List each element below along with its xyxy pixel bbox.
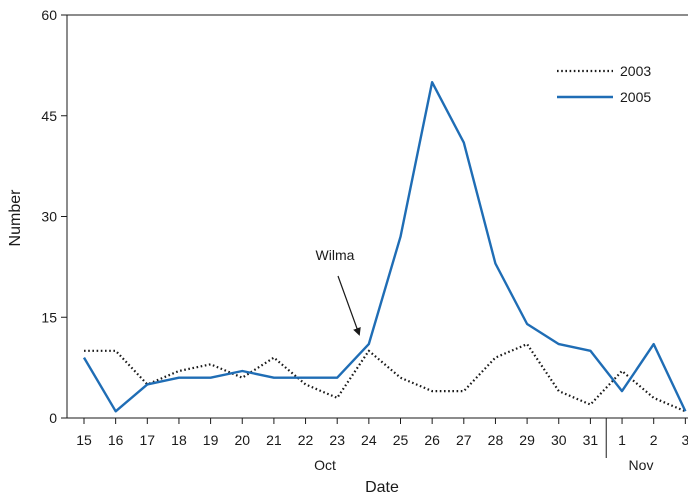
x-tick-label: 27 <box>456 432 472 448</box>
x-tick-label: 24 <box>361 432 377 448</box>
series-lines <box>82 80 687 413</box>
annotation-arrow <box>337 275 361 336</box>
y-tick-label: 30 <box>41 209 57 225</box>
x-tick-label: 19 <box>203 432 219 448</box>
y-axis-title: Number <box>7 189 24 247</box>
y-axis-ticks: 0 15 30 45 60 <box>41 7 67 426</box>
x-tick-label: 25 <box>393 432 409 448</box>
x-tick-label: 21 <box>266 432 282 448</box>
x-tick-label: 23 <box>329 432 345 448</box>
x-tick-label: 26 <box>424 432 440 448</box>
legend-label-2005: 2005 <box>620 89 651 105</box>
y-tick-label: 60 <box>41 7 57 23</box>
x-tick-label: 22 <box>298 432 314 448</box>
x-tick-label: 1 <box>618 432 626 448</box>
annotation-label: Wilma <box>316 247 355 263</box>
x-tick-label: 2 <box>650 432 658 448</box>
y-tick-label: 15 <box>41 309 57 325</box>
x-tick-label: 18 <box>171 432 187 448</box>
month-label: Oct <box>314 457 336 473</box>
annotation: Wilma <box>316 247 361 336</box>
x-axis-ticks: 15 16 17 18 19 20 21 22 23 24 25 26 27 28 29 30 31 1 2 3Oct… <box>76 418 688 473</box>
y-tick-label: 0 <box>49 410 57 426</box>
series-line-2003 <box>84 343 686 413</box>
x-tick-label: 20 <box>234 432 250 448</box>
x-tick-label: 17 <box>140 432 156 448</box>
x-tick-label: 30 <box>551 432 567 448</box>
x-tick-label: 16 <box>108 432 124 448</box>
series-line-2005 <box>82 80 687 413</box>
month-label: Nov <box>629 457 654 473</box>
x-tick-label: 15 <box>76 432 92 448</box>
legend-label-2003: 2003 <box>620 63 651 79</box>
x-tick-label: 29 <box>519 432 535 448</box>
x-tick-label: 28 <box>488 432 504 448</box>
x-tick-label: 3 <box>681 432 688 448</box>
x-tick-label: 31 <box>583 432 599 448</box>
y-tick-label: 45 <box>41 108 57 124</box>
legend: 2003 2005 <box>557 63 651 105</box>
x-axis-title: Date <box>365 479 399 496</box>
